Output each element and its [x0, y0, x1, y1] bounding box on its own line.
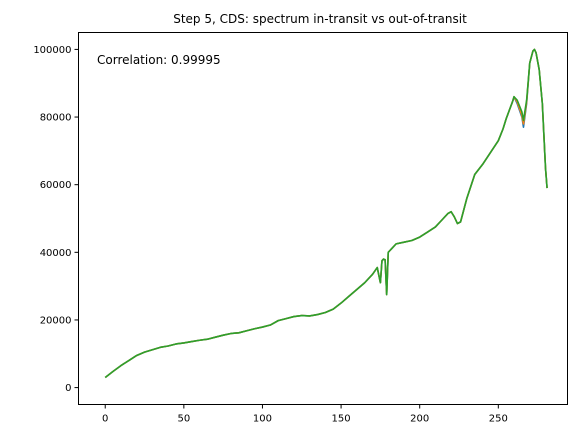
y-tick-label: 0	[65, 383, 71, 394]
y-tick-label: 20000	[40, 315, 72, 326]
y-tick-label: 80000	[40, 113, 72, 124]
x-tick-label: 100	[253, 414, 272, 425]
y-tick-label: 40000	[40, 248, 72, 259]
x-tick-label: 250	[489, 414, 508, 425]
series-line-2	[104, 48, 548, 379]
x-axis: 0 50 100 150 200 250	[102, 404, 508, 425]
y-tick-label: 60000	[40, 180, 72, 191]
y-tick-label: 100000	[33, 45, 71, 56]
series-line-1	[104, 48, 548, 379]
x-tick-label: 150	[332, 414, 351, 425]
series-group	[104, 48, 548, 379]
x-tick-label: 0	[102, 414, 108, 425]
series-line-3	[104, 48, 548, 379]
chart-title: Step 5, CDS: spectrum in-transit vs out-…	[173, 12, 467, 26]
plot-frame	[78, 32, 568, 405]
y-axis: 0 20000 40000 60000 80000 100000	[33, 45, 79, 394]
correlation-annotation: Correlation: 0.99995	[97, 53, 221, 67]
x-tick-label: 50	[177, 414, 190, 425]
x-tick-label: 200	[410, 414, 429, 425]
